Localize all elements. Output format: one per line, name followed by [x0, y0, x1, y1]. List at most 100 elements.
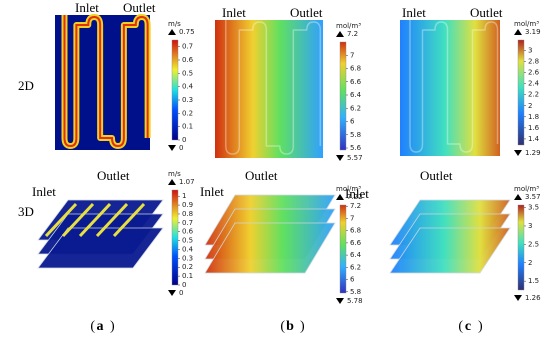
- min-marker: [336, 155, 344, 161]
- colorbar-min: 0: [179, 144, 183, 152]
- colorbar-tick-label: 6.6: [350, 239, 362, 247]
- layer: [37, 227, 164, 269]
- colorbar-tick-label: 0.4: [182, 83, 194, 91]
- colorbar-tick-label: 3.5: [528, 204, 539, 212]
- colorbar: [339, 41, 347, 151]
- colorbar-max: 7.22: [347, 193, 363, 201]
- colorbar-tick-label: 6.8: [350, 227, 361, 235]
- layer: [389, 227, 511, 274]
- field-image: [215, 20, 323, 158]
- panel-label: (: [458, 319, 463, 334]
- colorbar-tick-label: 3: [528, 47, 532, 55]
- colorbar-tick-label: 6.6: [350, 78, 362, 86]
- colorbar-tick-label: 7.2: [350, 202, 361, 210]
- channel: [95, 202, 129, 238]
- row-label: 2D: [18, 78, 34, 93]
- colorbar-tick-label: 0.5: [182, 69, 193, 77]
- min-marker: [168, 145, 176, 151]
- max-marker: [336, 31, 344, 37]
- colorbar-unit: mol/m³: [514, 20, 539, 28]
- colorbar-min: 5.78: [347, 297, 363, 305]
- colorbar-tick-label: 5.6: [350, 144, 362, 152]
- panel-label: ): [478, 319, 483, 334]
- colorbar-tick-label: 2.5: [528, 240, 539, 248]
- colorbar-tick-label: 1.5: [528, 277, 539, 285]
- colorbar: [339, 204, 347, 294]
- colorbar: [171, 39, 179, 141]
- channel: [225, 20, 322, 155]
- channel: [61, 202, 95, 238]
- min-marker: [514, 295, 522, 301]
- colorbar-tick-label: 6.2: [350, 104, 361, 112]
- colorbar-tick-label: 1: [182, 192, 186, 200]
- outlet-label: Outlet: [97, 168, 130, 183]
- colorbar-tick-label: 0.7: [182, 219, 193, 227]
- panel-label: ): [300, 319, 305, 334]
- min-marker: [514, 150, 522, 156]
- outlet-label: Outlet: [245, 168, 278, 183]
- outlet-label: Outlet: [470, 5, 503, 20]
- colorbar-unit: mol/m³: [336, 185, 361, 193]
- colorbar-tick-label: 5.8: [350, 288, 361, 296]
- channel: [44, 202, 78, 238]
- colorbar-tick-label: 2: [528, 102, 532, 110]
- colorbar-tick-label: 0.9: [182, 201, 193, 209]
- layer: [204, 222, 336, 274]
- colorbar-min: 1.26: [525, 294, 541, 302]
- panel-label: a: [97, 319, 104, 334]
- panel-label: b: [286, 319, 294, 334]
- panel-label: (: [280, 319, 285, 334]
- colorbar-tick-label: 0: [182, 136, 186, 144]
- colorbar-tick-label: 0.1: [182, 123, 193, 131]
- max-marker: [168, 179, 176, 185]
- colorbar-unit: m/s: [168, 20, 181, 28]
- field-image: [400, 20, 500, 156]
- colorbar-max: 7.2: [347, 30, 358, 38]
- colorbar-tick-label: 1.8: [528, 113, 539, 121]
- panel-label: ): [110, 319, 115, 334]
- colorbar: [517, 39, 525, 146]
- colorbar-tick-label: 6.4: [350, 91, 362, 99]
- inlet-label: Inlet: [75, 0, 99, 15]
- outlet-label: Outlet: [420, 168, 453, 183]
- colorbar-tick-label: 6: [350, 276, 355, 284]
- colorbar-tick-label: 2.8: [528, 58, 539, 66]
- colorbar: [517, 204, 525, 291]
- inlet-label: Inlet: [345, 186, 369, 201]
- colorbar-min: 0: [179, 289, 183, 297]
- colorbar-unit: mol/m³: [514, 185, 539, 193]
- colorbar-tick-label: 5.8: [350, 131, 361, 139]
- colorbar-max: 0.75: [179, 28, 195, 36]
- colorbar-tick-label: 2.6: [528, 69, 540, 77]
- row-label: 3D: [18, 204, 34, 219]
- colorbar-tick-label: 0.4: [182, 245, 194, 253]
- colorbar-max: 1.07: [179, 178, 195, 186]
- colorbar-tick-label: 3: [528, 222, 532, 230]
- channel-core: [63, 15, 149, 148]
- colorbar-tick-label: 6.4: [350, 251, 362, 259]
- colorbar-min: 5.57: [347, 154, 363, 162]
- channel: [112, 202, 146, 238]
- max-marker: [514, 194, 522, 200]
- colorbar-tick-label: 0.1: [182, 272, 193, 280]
- colorbar-tick-label: 0.2: [182, 263, 193, 271]
- outlet-label: Outlet: [290, 5, 323, 20]
- channel: [78, 202, 112, 238]
- colorbar-tick-label: 7: [350, 51, 354, 59]
- colorbar-tick-label: 0.3: [182, 254, 193, 262]
- colorbar-tick-label: 0.3: [182, 96, 193, 104]
- colorbar-tick-label: 0.7: [182, 43, 193, 51]
- max-marker: [336, 194, 344, 200]
- colorbar-max: 3.19: [525, 28, 541, 36]
- channel: [409, 20, 499, 153]
- colorbar-unit: mol/m³: [336, 22, 361, 30]
- colorbar-tick-label: 2: [528, 259, 532, 267]
- colorbar-tick-label: 0.2: [182, 109, 193, 117]
- inlet-label: Inlet: [200, 184, 224, 199]
- colorbar-tick-label: 0.5: [182, 237, 193, 245]
- colorbar-tick-label: 1.6: [528, 124, 540, 132]
- inlet-label: Inlet: [222, 5, 246, 20]
- panel-label: c: [465, 319, 471, 334]
- max-marker: [168, 29, 176, 35]
- outlet-label: Outlet: [123, 0, 156, 15]
